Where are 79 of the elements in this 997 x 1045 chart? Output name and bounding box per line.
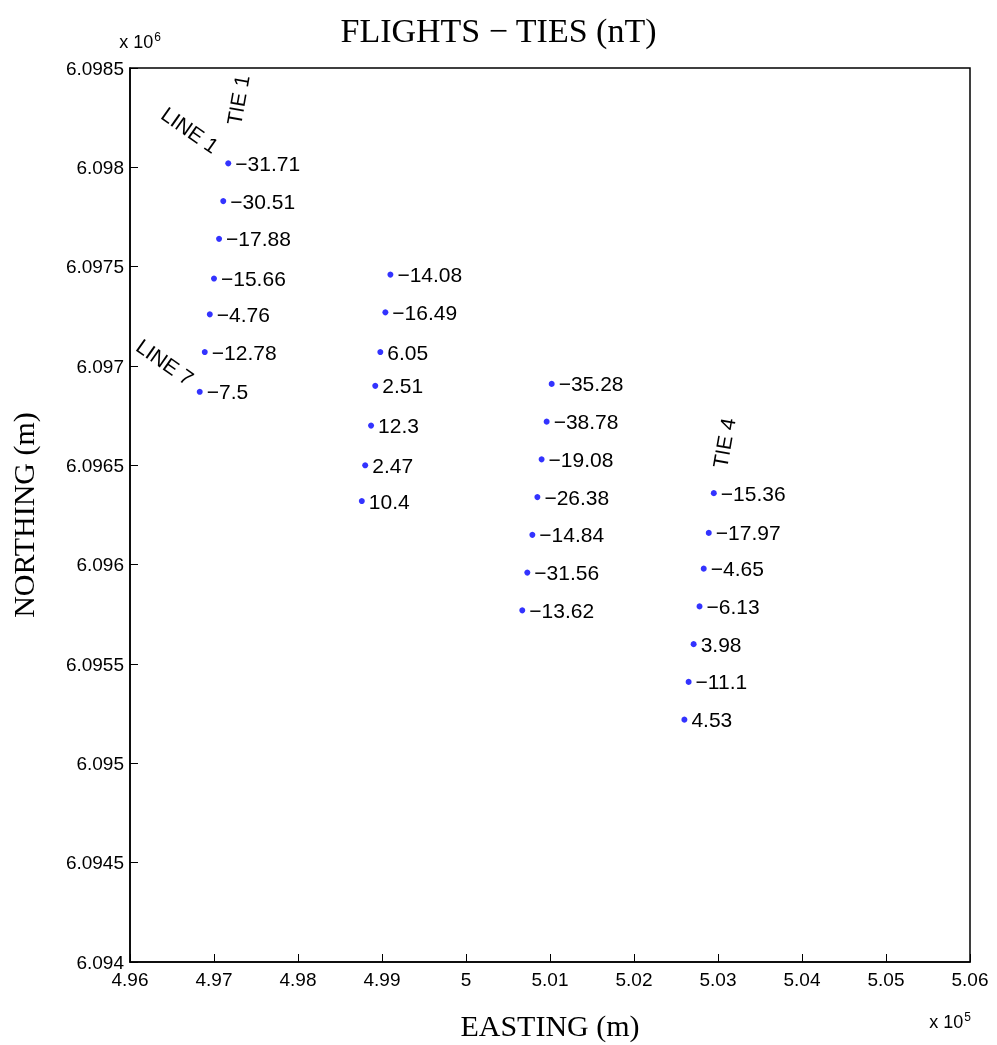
point (216, 235, 223, 242)
point (685, 678, 692, 685)
annotation: −17.88 (226, 227, 291, 251)
annotation: −4.76 (216, 302, 270, 326)
annotation: −14.08 (397, 263, 463, 287)
point (382, 309, 389, 316)
x-tick-label: 5.03 (699, 969, 737, 990)
point (206, 311, 213, 318)
annotation: TIE 4 (708, 415, 740, 470)
annotation: −6.13 (706, 594, 760, 618)
x-axis-title: EASTING (m) (460, 1008, 640, 1043)
point (372, 382, 379, 389)
x-tick-label: 5.06 (951, 969, 989, 990)
y-tick-label: 6.095 (76, 752, 124, 774)
annotation: 3.98 (700, 632, 742, 656)
point (211, 275, 217, 282)
y-tick-label: 6.096 (76, 554, 124, 576)
annotation: −38.78 (553, 410, 619, 434)
point (529, 531, 536, 538)
x-tick-label: 4.98 (279, 969, 317, 990)
point (377, 349, 384, 356)
annotation: 2.47 (372, 453, 414, 477)
point (362, 462, 369, 469)
point (368, 422, 375, 429)
point (534, 494, 541, 501)
annotation: 6.05 (387, 340, 429, 364)
x-tick-label: 5 (460, 969, 472, 990)
chart-title: FLIGHTS − TIES (nT) (340, 11, 657, 50)
point (543, 418, 550, 425)
annotation: −12.78 (211, 340, 277, 364)
annotation: −14.84 (539, 523, 605, 547)
annotation: −16.49 (392, 300, 458, 324)
point (681, 716, 688, 723)
point (387, 271, 394, 278)
annotation: −13.62 (529, 598, 595, 622)
annotation: −30.51 (230, 189, 296, 213)
y-tick-label: 6.097 (76, 355, 124, 377)
x-tick-label: 5.02 (615, 969, 653, 990)
point (690, 641, 697, 648)
point (225, 160, 232, 167)
y-tick-label: 6.098 (76, 156, 124, 178)
x-tick-label: 5.01 (531, 969, 569, 990)
annotation: TIE 1 (222, 73, 254, 127)
point (220, 198, 227, 205)
point (710, 490, 717, 497)
annotation: −4.65 (710, 557, 764, 581)
point (358, 498, 365, 505)
annotation: −35.28 (558, 372, 624, 396)
point (538, 456, 545, 463)
annotation: −7.5 (206, 380, 249, 404)
y-tick-label: 6.0985 (65, 57, 124, 79)
y-tick-label: 6.0975 (65, 256, 124, 278)
annotation: −15.36 (720, 481, 786, 505)
annotation: 10.4 (368, 489, 411, 513)
annotation: −26.38 (544, 485, 610, 509)
y-tick-label: 6.0955 (65, 653, 124, 675)
point (700, 565, 707, 572)
point (705, 529, 712, 536)
annotation: −31.71 (235, 151, 301, 175)
annotation: 2.51 (382, 374, 424, 398)
point (201, 349, 208, 356)
annotation: 12.3 (378, 414, 419, 438)
annotation: 4.53 (691, 708, 733, 732)
annotation: −19.08 (548, 447, 614, 471)
point (519, 607, 526, 614)
point (548, 380, 555, 387)
x-tick-label: 5.04 (783, 969, 821, 990)
y-tick-label: 6.0965 (65, 454, 124, 476)
x-tick-label: 4.97 (195, 969, 233, 990)
point (196, 388, 203, 395)
y-tick-label: 6.0945 (65, 852, 124, 874)
annotation: −15.66 (221, 267, 286, 291)
x-tick-label: 4.99 (363, 969, 401, 990)
annotation: −31.56 (534, 561, 600, 585)
x-tick-label: 5.05 (867, 969, 905, 990)
annotation: −11.1 (695, 670, 748, 694)
point (524, 569, 531, 576)
annotation: −17.97 (715, 521, 781, 545)
y-axis-title: NORTHING (m) (6, 412, 41, 618)
